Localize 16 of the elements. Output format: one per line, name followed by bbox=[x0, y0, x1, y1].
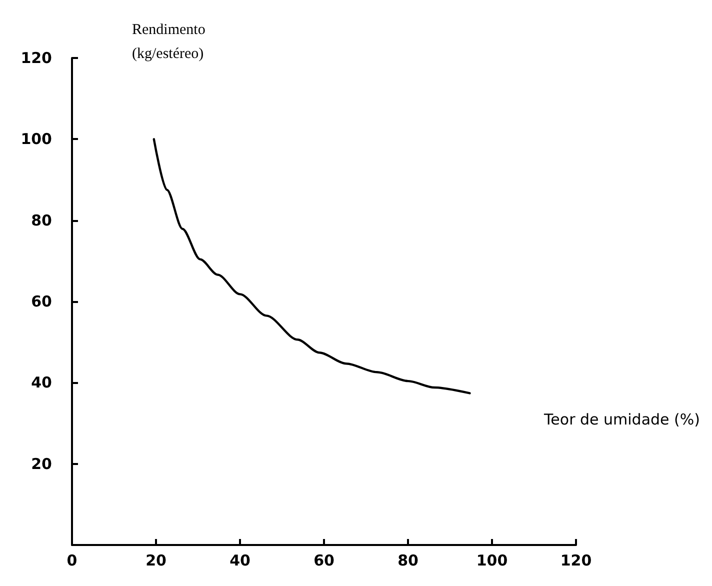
y-tick-label: 40 bbox=[31, 374, 52, 392]
line-series bbox=[152, 138, 471, 394]
y-tick-label: 60 bbox=[31, 292, 52, 310]
x-tick-label: 100 bbox=[476, 552, 508, 570]
x-tick-label: 120 bbox=[560, 552, 592, 570]
x-tick-label: 60 bbox=[314, 552, 334, 570]
y-tick-label: 100 bbox=[20, 130, 52, 148]
x-tick-label: 40 bbox=[230, 552, 250, 570]
x-tick-label: 80 bbox=[398, 552, 418, 570]
x-axis-title: Teor de umidade (%) bbox=[543, 410, 700, 428]
y-tick-label: 120 bbox=[20, 49, 52, 67]
x-tick-label: 20 bbox=[146, 552, 166, 570]
y-tick-label: 80 bbox=[31, 211, 52, 230]
y-axis-title: Rendimento (kg/estéreo) bbox=[132, 22, 206, 62]
y-tick-label: 20 bbox=[31, 454, 52, 473]
x-tick-label: 0 bbox=[66, 552, 78, 570]
